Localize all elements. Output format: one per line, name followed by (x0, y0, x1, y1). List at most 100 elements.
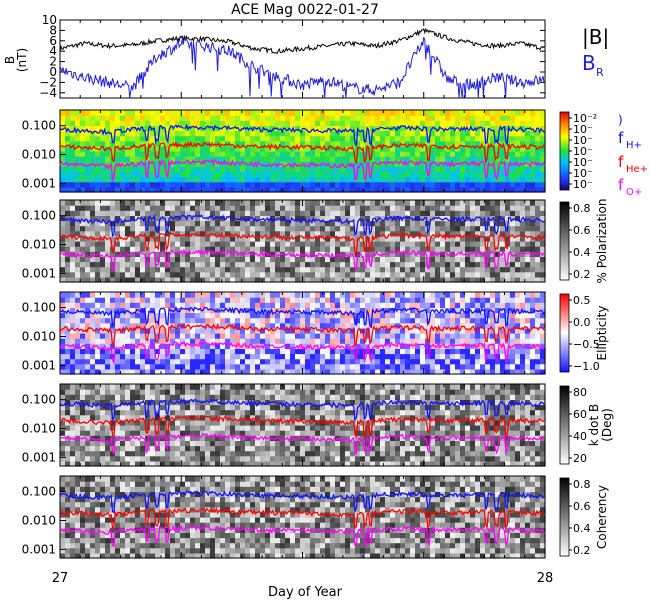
spectrum-cell (505, 215, 511, 222)
spectrum-cell (65, 445, 71, 452)
spectrum-cell (100, 115, 106, 121)
spectrum-cell (260, 225, 266, 232)
spectrum-cell (475, 333, 481, 339)
spectrum-cell (190, 292, 196, 298)
spectrum-cell (105, 166, 111, 173)
spectrum-cell (60, 302, 66, 308)
spectrum-cell (405, 327, 411, 334)
spectrum-cell (330, 125, 336, 132)
spectrum-cell (340, 307, 346, 314)
spectrum-cell (305, 368, 311, 375)
spectrum-cell (435, 348, 441, 355)
spectrum-cell (125, 302, 131, 308)
colorbar-axis-label: Ellipticity (595, 306, 609, 361)
spectrum-cell (350, 120, 356, 126)
spectrum-cell (150, 161, 156, 167)
spectrum-cell (195, 176, 201, 183)
spectrum-cell (205, 181, 211, 188)
spectrum-cell (485, 186, 491, 193)
spectrum-cell (480, 241, 486, 247)
spectrum-cell (65, 322, 71, 329)
spectrum-cell (455, 171, 461, 178)
spectrum-cell (180, 140, 186, 147)
spectrum-cell (255, 312, 261, 319)
spectrum-cell (255, 210, 261, 216)
spectrum-cell (290, 205, 296, 211)
spectrum-cell (530, 322, 536, 329)
spectrum-cell (405, 200, 411, 206)
spectrum-cell (365, 220, 371, 227)
spectrum-cell (505, 302, 511, 308)
spectrum-cell (335, 181, 341, 188)
spectrum-cell (215, 210, 221, 216)
spectrum-cell (535, 368, 541, 375)
spectrum-cell (275, 151, 281, 157)
spectrum-cell (135, 120, 141, 126)
spectrum-cell (475, 256, 481, 263)
spectrum-cell (265, 156, 271, 162)
freq-y-tick-label: 0.100 (22, 209, 56, 223)
spectrum-cell (245, 317, 251, 324)
spectrum-cell (65, 353, 71, 360)
spectrum-cell (265, 353, 271, 360)
spectrum-cell (515, 225, 521, 232)
spectrum-cell (375, 120, 381, 126)
spectrum-cell (440, 181, 446, 188)
spectrum-cell (410, 235, 416, 242)
spectrum-cell (205, 135, 211, 142)
spectrum-cell (135, 130, 141, 137)
spectrum-cell (200, 276, 206, 283)
spectrum-cell (90, 200, 96, 206)
spectrum-cell (445, 333, 451, 339)
spectrum-cell (135, 181, 141, 188)
spectrum-cell (125, 307, 131, 314)
spectrum-cell (510, 145, 516, 152)
spectrum-cell (355, 210, 361, 216)
spectrum-cell (230, 171, 236, 178)
spectrum-cell (190, 130, 196, 137)
spectrum-cell (505, 292, 511, 298)
spectrum-cell (410, 358, 416, 365)
spectrum-cell (180, 343, 186, 349)
spectrum-cell (155, 333, 161, 339)
spectrum-cell (325, 302, 331, 308)
spectrum-cell (365, 140, 371, 147)
spectrum-cell (325, 181, 331, 188)
spectrum-cell (530, 317, 536, 324)
spectrum-cell (480, 166, 486, 173)
spectrum-cell (470, 251, 476, 257)
spectrum-cell (115, 145, 121, 152)
spectrum-cell (80, 181, 86, 188)
spectrum-cell (455, 230, 461, 237)
spectrum-cell (325, 135, 331, 142)
spectrum-cell (70, 230, 76, 237)
spectrum-cell (530, 125, 536, 132)
spectrum-cell (385, 261, 391, 268)
spectrum-cell (115, 176, 121, 183)
spectrum-cell (175, 338, 181, 344)
spectrum-cell (150, 241, 156, 247)
spectrum-cell (335, 333, 341, 339)
spectrum-cell (525, 276, 531, 283)
spectrum-cell (155, 322, 161, 329)
spectrum-cell (500, 166, 506, 173)
spectrum-cell (480, 120, 486, 126)
spectrum-cell (215, 176, 221, 183)
spectrum-cell (425, 200, 431, 206)
spectrum-cell (100, 322, 106, 329)
spectrum-cell (230, 181, 236, 188)
field-y-axis-label: B(nT) (3, 48, 29, 72)
spectrum-cell (65, 230, 71, 237)
spectrum-cell (315, 210, 321, 216)
spectrum-cell (230, 130, 236, 137)
spectrum-cell (130, 215, 136, 222)
spectrum-cell (150, 246, 156, 252)
spectrum-cell (370, 266, 376, 273)
spectrum-cell (490, 251, 496, 257)
spectrum-cell (395, 161, 401, 167)
spectrum-cell (320, 220, 326, 227)
spectrum-cell (315, 322, 321, 329)
spectrum-cell (275, 115, 281, 121)
spectrum-cell (320, 115, 326, 121)
spectrum-cell (140, 292, 146, 298)
